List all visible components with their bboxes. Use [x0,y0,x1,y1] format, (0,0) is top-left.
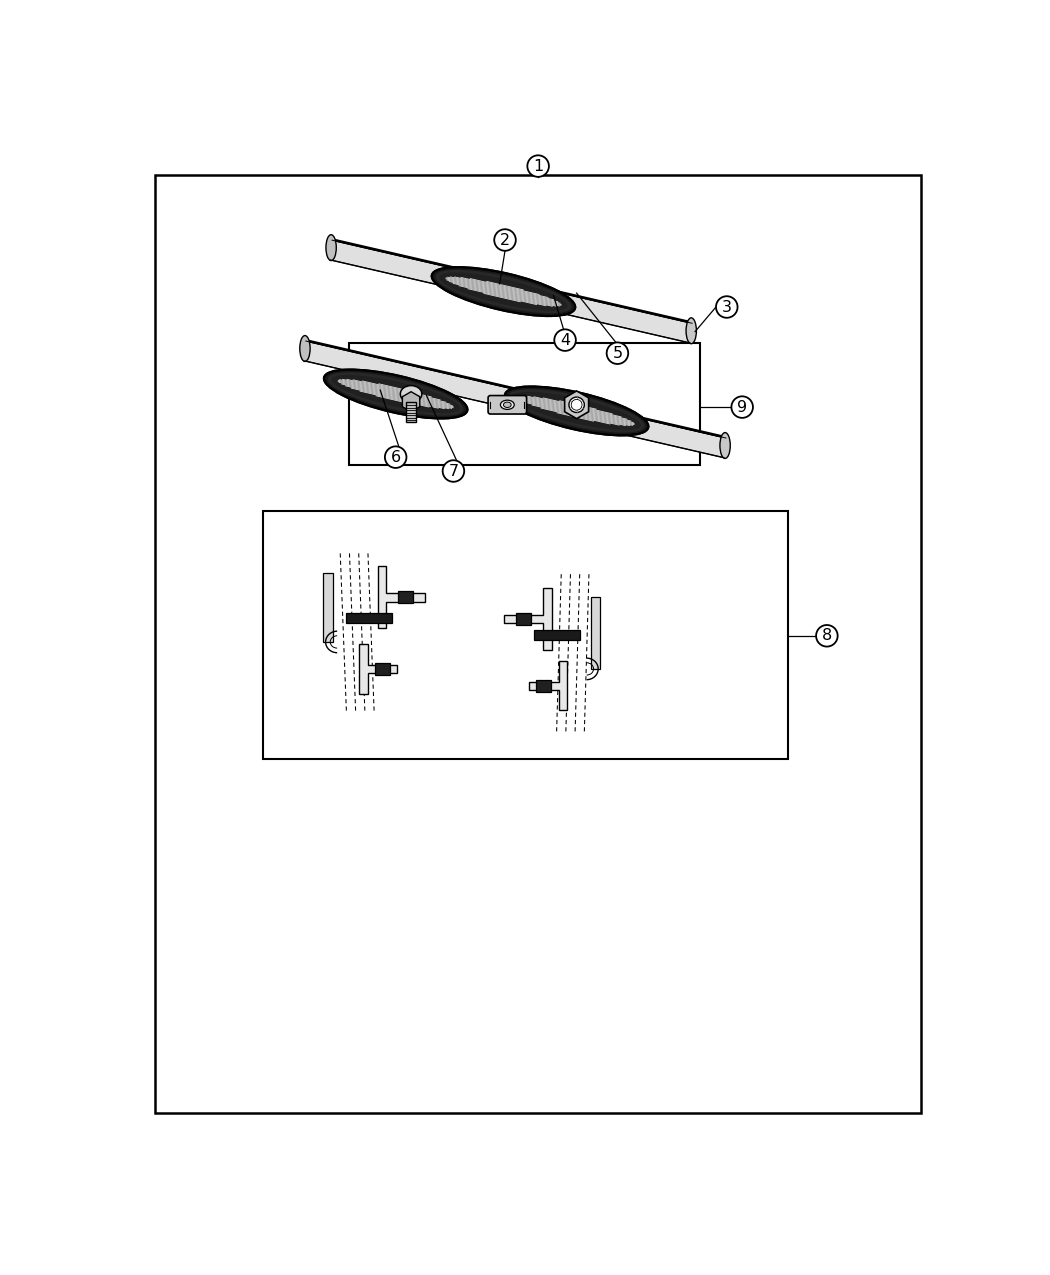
FancyBboxPatch shape [536,680,551,692]
Text: 1: 1 [533,158,543,173]
FancyBboxPatch shape [264,511,789,759]
Polygon shape [323,572,333,641]
Text: 5: 5 [612,346,623,361]
FancyBboxPatch shape [534,630,581,640]
Ellipse shape [439,273,568,311]
FancyBboxPatch shape [405,402,417,422]
Ellipse shape [512,391,640,430]
Text: 9: 9 [737,399,748,414]
Polygon shape [378,566,425,629]
Ellipse shape [326,235,336,260]
Circle shape [569,397,584,413]
Ellipse shape [508,389,645,432]
Ellipse shape [436,270,571,314]
Polygon shape [332,240,694,324]
Polygon shape [306,340,728,439]
Polygon shape [504,588,551,650]
Circle shape [607,343,628,363]
Ellipse shape [432,268,575,316]
Circle shape [554,329,575,351]
Ellipse shape [720,432,730,459]
Polygon shape [304,340,726,458]
Circle shape [385,446,406,468]
Circle shape [716,296,737,317]
FancyBboxPatch shape [155,176,921,1113]
Ellipse shape [323,370,467,418]
Circle shape [495,230,516,251]
Text: 2: 2 [500,232,510,247]
Ellipse shape [328,372,464,416]
Text: 6: 6 [391,450,401,464]
Circle shape [443,460,464,482]
Ellipse shape [505,386,649,435]
FancyBboxPatch shape [375,663,391,674]
Polygon shape [565,391,589,418]
Ellipse shape [400,385,422,403]
FancyBboxPatch shape [345,613,392,622]
FancyBboxPatch shape [398,592,414,603]
Text: 7: 7 [448,464,459,478]
Polygon shape [529,662,567,710]
Ellipse shape [402,388,420,398]
Text: 8: 8 [822,629,832,644]
Ellipse shape [504,402,511,408]
FancyBboxPatch shape [350,343,700,465]
Ellipse shape [332,375,460,413]
Circle shape [527,156,549,177]
Polygon shape [591,597,601,669]
Polygon shape [402,391,420,412]
FancyBboxPatch shape [516,613,531,625]
Ellipse shape [501,400,514,409]
Text: 4: 4 [560,333,570,348]
Circle shape [732,397,753,418]
Circle shape [816,625,838,646]
Polygon shape [331,240,692,343]
Text: 3: 3 [721,300,732,315]
Circle shape [571,399,582,411]
Polygon shape [359,644,397,694]
FancyBboxPatch shape [488,395,527,414]
Ellipse shape [300,335,310,361]
Ellipse shape [686,317,696,344]
